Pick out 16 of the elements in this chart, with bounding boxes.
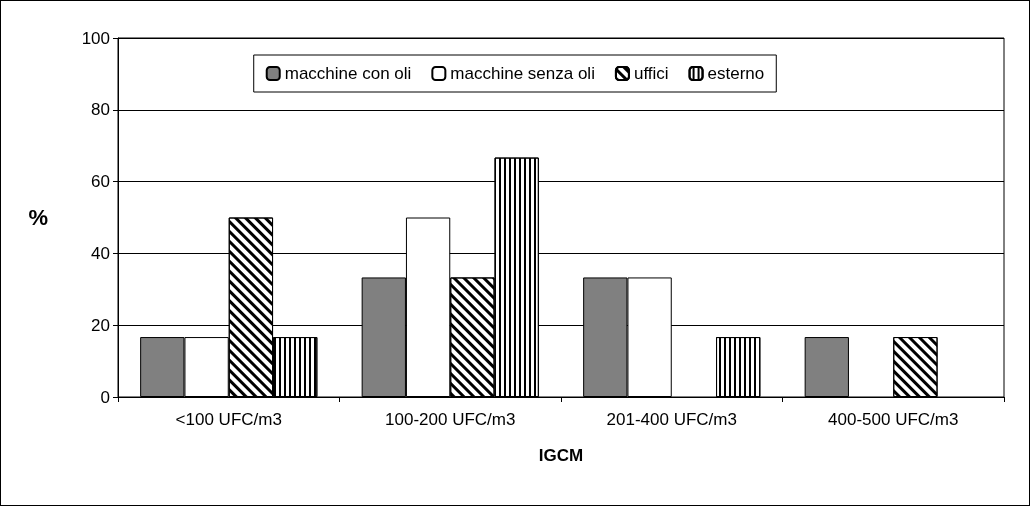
x-tick-label: 100-200 UFC/m3 <box>385 410 516 429</box>
legend-label: uffici <box>633 64 669 83</box>
x-tick-label: 201-400 UFC/m3 <box>606 410 737 429</box>
x-tick-label: <100 UFC/m3 <box>175 410 282 429</box>
y-axis-title: % <box>28 205 48 230</box>
legend-label: esterno <box>707 64 765 83</box>
x-axis-title: IGCM <box>538 446 584 465</box>
legend-label: macchine con oli <box>284 64 412 83</box>
y-tick-label: 40 <box>91 243 110 263</box>
y-tick-label: 0 <box>100 387 110 407</box>
y-tick-label: 80 <box>91 100 110 120</box>
y-tick-label: 60 <box>91 172 110 192</box>
y-tick-label: 100 <box>81 28 110 48</box>
y-tick-label: 20 <box>91 315 110 335</box>
x-tick-label: 400-500 UFC/m3 <box>828 410 959 429</box>
legend-label: macchine senza oli <box>450 64 595 83</box>
